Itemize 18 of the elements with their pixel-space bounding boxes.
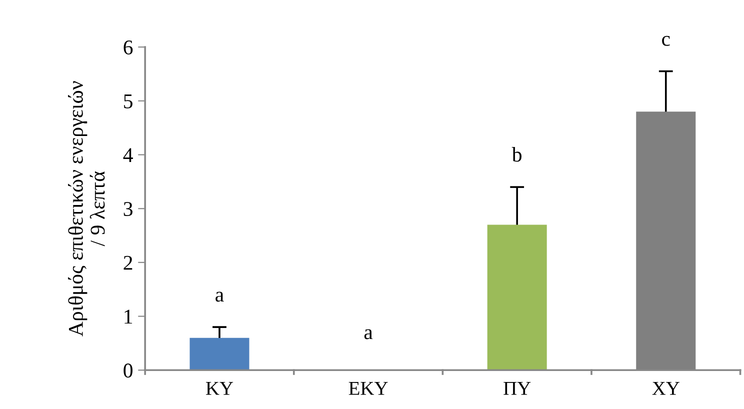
y-tick-label: 4 (123, 148, 133, 162)
y-tick-label: 5 (124, 94, 132, 108)
y-tick-label: 2 (124, 256, 132, 270)
y-tick-label: 0 (124, 364, 132, 378)
x-tick-label: ΠΥ (504, 382, 531, 395)
y-tick-label: 1 (124, 310, 132, 324)
bar (190, 338, 250, 370)
annotation: a (216, 292, 224, 302)
x-tick-label: ΕΚΥ (348, 382, 388, 395)
x-tick-label: ΚΥ (206, 382, 234, 395)
annotation: a (364, 329, 373, 340)
annotation: b (512, 147, 522, 162)
bar (487, 224, 547, 370)
x-tick-label: ΧΥ (652, 382, 680, 395)
y-axis-title: Αριθμός επιθετικών ενεργειών / 9 λεπτά (68, 81, 105, 336)
y-tick-label: 6 (124, 40, 133, 54)
y-tick-label: 3 (124, 202, 132, 216)
text: c (662, 36, 670, 46)
